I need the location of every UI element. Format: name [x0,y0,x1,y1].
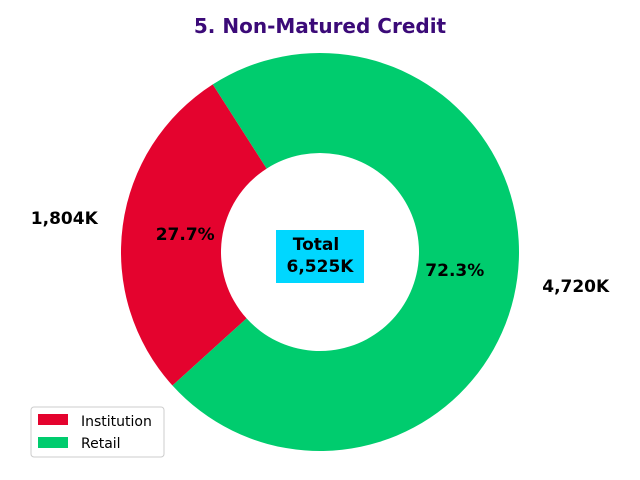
donut-labels: 27.7% 1,804K 72.3% 4,720K [31,209,610,297]
slice-retail [172,53,519,452]
legend: Institution Retail [30,406,165,458]
center-total-label: Total [293,235,339,255]
chart-title: 5. Non-Matured Credit [194,14,447,38]
legend-label-institution: Institution [81,414,152,430]
legend-swatch-retail [38,437,68,448]
slice-institution [120,84,267,386]
legend-swatch-institution [38,414,68,425]
center-total-box [276,230,364,283]
center-total: Total 6,525K [276,230,364,283]
percent-label-institution: 27.7% [156,225,215,245]
legend-label-retail: Retail [81,436,121,452]
value-label-retail: 4,720K [542,277,610,297]
percent-label-retail: 72.3% [425,261,484,281]
value-label-institution: 1,804K [31,209,99,229]
center-total-value: 6,525K [287,257,355,277]
donut-slices [120,53,519,452]
